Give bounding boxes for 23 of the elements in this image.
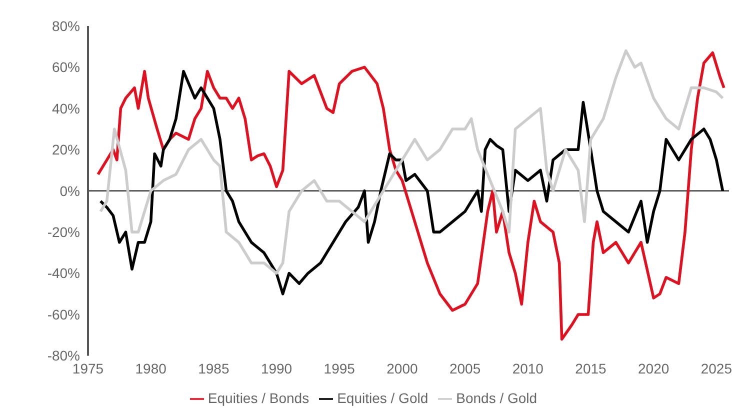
x-tick-label: 2000 [386, 360, 418, 377]
y-tick-label: 20% [52, 142, 80, 158]
legend-label: Bonds / Gold [456, 390, 538, 406]
x-tick-label: 2015 [575, 360, 607, 377]
y-tick-label: 0% [60, 182, 80, 199]
x-tick-label: 1985 [198, 360, 230, 377]
legend-label: Equities / Gold [337, 390, 428, 406]
y-tick-label: 60% [52, 59, 80, 76]
x-tick-label: 2010 [512, 360, 544, 377]
y-tick-label: 80% [52, 18, 80, 34]
legend-label: Equities / Bonds [208, 390, 310, 406]
y-tick-label: -60% [47, 306, 80, 322]
x-tick-label: 2020 [638, 360, 670, 377]
line-series [99, 49, 724, 275]
y-tick-label: 40% [52, 100, 80, 116]
line-series [96, 51, 726, 341]
y-tick-label: -40% [47, 265, 80, 282]
x-tick-label: 2005 [449, 360, 481, 377]
x-tick-label: 1990 [260, 360, 292, 377]
x-tick-label: 1980 [135, 360, 167, 377]
y-tick-label: -20% [47, 224, 80, 240]
x-tick-label: 2025 [700, 360, 732, 377]
x-tick-label: 1995 [324, 360, 356, 377]
